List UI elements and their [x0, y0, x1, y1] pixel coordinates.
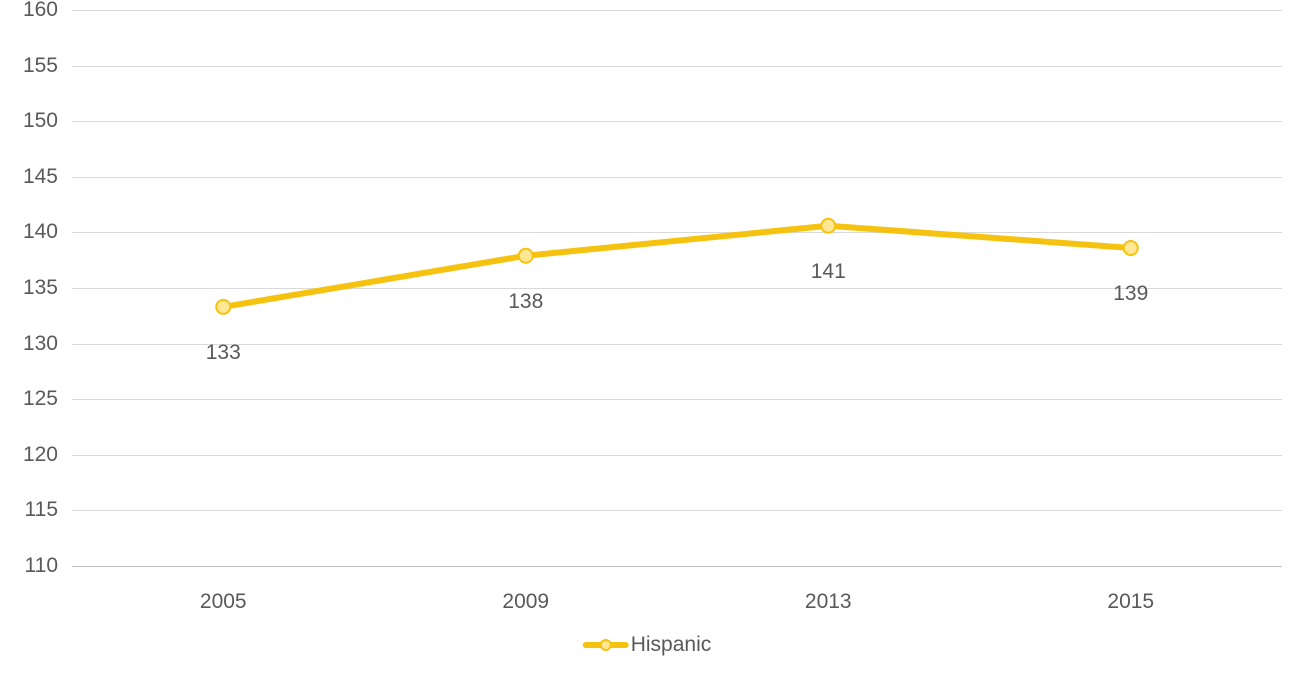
y-axis-tick-label: 145 [0, 165, 58, 189]
data-point-label: 138 [508, 290, 543, 314]
y-axis-tick-label: 150 [0, 109, 58, 133]
legend-series-label: Hispanic [631, 633, 712, 657]
y-axis-tick-label: 110 [0, 554, 58, 578]
gridline [72, 10, 1282, 11]
y-axis-tick-label: 130 [0, 332, 58, 356]
x-axis-tick-label: 2015 [1107, 590, 1154, 614]
plot-area [72, 10, 1282, 566]
gridline [72, 510, 1282, 511]
x-axis-tick-label: 2009 [502, 590, 549, 614]
data-point-label: 139 [1113, 282, 1148, 306]
y-axis-tick-label: 140 [0, 220, 58, 244]
y-axis-tick-label: 135 [0, 276, 58, 300]
gridline [72, 455, 1282, 456]
data-point-label: 141 [811, 260, 846, 284]
y-axis-tick-label: 120 [0, 443, 58, 467]
data-point-label: 133 [206, 341, 241, 365]
gridline [72, 288, 1282, 289]
gridline [72, 344, 1282, 345]
legend-line-sample [583, 642, 629, 648]
gridline [72, 177, 1282, 178]
gridline [72, 232, 1282, 233]
line-chart: 110 115 120 125 130 135 140 145 150 155 160 2005 20… [0, 0, 1294, 682]
gridline [72, 66, 1282, 67]
gridline [72, 399, 1282, 400]
y-axis-tick-label: 125 [0, 387, 58, 411]
gridline [72, 566, 1282, 567]
y-axis-tick-label: 115 [0, 498, 58, 522]
legend: Hispanic [583, 633, 712, 657]
x-axis-tick-label: 2013 [805, 590, 852, 614]
y-axis-tick-label: 160 [0, 0, 58, 22]
x-axis-tick-label: 2005 [200, 590, 247, 614]
gridline [72, 121, 1282, 122]
legend-marker-sample [600, 639, 612, 651]
y-axis-tick-label: 155 [0, 54, 58, 78]
